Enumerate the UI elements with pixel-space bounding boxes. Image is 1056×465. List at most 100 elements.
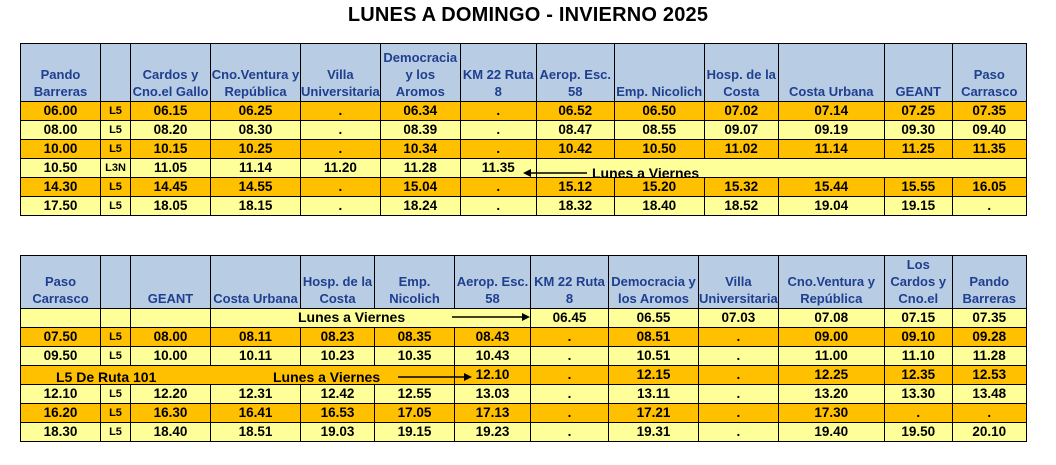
column-header: Paso Carrasco — [951, 43, 1027, 102]
time-cell: 09.50 — [20, 346, 101, 366]
time-cell: 08.55 — [613, 120, 705, 140]
time-cell: 08.23 — [300, 327, 375, 347]
time-cell: . — [530, 346, 609, 366]
time-cell: 07.14 — [777, 101, 885, 121]
route-cell: L5 — [100, 101, 131, 121]
column-header — [100, 43, 131, 102]
schedule-table-return: Paso Carrasco GEANT Costa Urbana Hosp. de l… — [20, 255, 1027, 442]
arrow-left-icon — [523, 167, 587, 179]
time-cell: 10.00 — [130, 346, 211, 366]
time-cell: 13.20 — [777, 384, 885, 404]
time-cell: 18.24 — [379, 196, 461, 216]
time-cell: 07.50 — [20, 327, 101, 347]
time-cell: 18.32 — [535, 196, 615, 216]
time-cell: 11.35 — [951, 139, 1027, 159]
time-cell: 12.10 — [20, 384, 101, 404]
route-cell: L5 — [100, 422, 131, 442]
time-cell: 15.12 — [535, 177, 615, 197]
column-header: Emp. Nicolich — [374, 255, 455, 309]
time-cell: . — [951, 196, 1027, 216]
time-cell: . — [530, 365, 609, 385]
column-header: KM 22 Ruta 8 — [459, 43, 537, 102]
time-cell: 10.50 — [20, 158, 101, 178]
time-cell: 10.25 — [210, 139, 301, 159]
time-cell: . — [698, 384, 779, 404]
table-row: 18.30 L5 18.40 18.51 19.03 19.15 19.23. 19.31. 1… — [20, 422, 1027, 442]
empty-cell — [130, 308, 211, 328]
time-cell: 16.30 — [130, 403, 211, 423]
column-header: KM 22 Ruta 8 — [530, 255, 609, 309]
time-cell: 12.10 — [454, 365, 531, 385]
time-cell: 18.40 — [613, 196, 705, 216]
time-cell: 16.05 — [951, 177, 1027, 197]
time-cell: 15.44 — [777, 177, 885, 197]
table-row: 07.50 L5 08.00 08.11 08.23 08.35 08.43. 08.51. 0… — [20, 327, 1027, 347]
time-cell: 06.15 — [130, 101, 211, 121]
time-cell: 11.25 — [883, 139, 953, 159]
route-cell: L5 — [100, 139, 131, 159]
column-header: Hosp. de la Costa — [300, 255, 375, 309]
time-cell: 09.07 — [703, 120, 779, 140]
time-cell: 18.52 — [703, 196, 779, 216]
route-cell: L5 — [100, 403, 131, 423]
table-row: 06.45 06.55 07.03 07.08 07.15 07.35 — [20, 308, 1027, 328]
time-cell: 10.23 — [300, 346, 375, 366]
table-row: 14.30 L5 14.45 14.55. 15.04. 15.12 15.20 15.32 1… — [20, 177, 1027, 197]
time-cell: 10.51 — [608, 346, 699, 366]
note-cell — [210, 308, 531, 328]
route-cell: L5 — [100, 346, 131, 366]
column-header: GEANT — [883, 43, 953, 102]
table-row: 12.10. 12.15. 12.25 12.35 12.53 — [20, 365, 1027, 385]
time-cell: . — [530, 422, 609, 442]
column-header: Villa Universitaria — [698, 255, 779, 309]
time-cell: 15.32 — [703, 177, 779, 197]
time-cell: 12.53 — [951, 365, 1027, 385]
time-cell: 13.03 — [454, 384, 531, 404]
time-cell: 08.00 — [130, 327, 211, 347]
time-cell: 09.19 — [777, 120, 885, 140]
time-cell: 12.15 — [608, 365, 699, 385]
time-cell: 17.13 — [454, 403, 531, 423]
route-cell: L5 — [100, 196, 131, 216]
time-cell: . — [300, 177, 381, 197]
time-cell: 07.25 — [883, 101, 953, 121]
table-row: 09.50 L5 10.00 10.11 10.23 10.35 10.43. 10.51. 1… — [20, 346, 1027, 366]
time-cell: . — [300, 101, 381, 121]
time-cell: 19.04 — [777, 196, 885, 216]
time-cell: 10.00 — [20, 139, 101, 159]
time-cell: 10.11 — [210, 346, 301, 366]
time-cell: . — [530, 384, 609, 404]
time-cell: . — [698, 422, 779, 442]
empty-cell — [20, 308, 101, 328]
time-cell: 19.40 — [777, 422, 885, 442]
route-cell: L3N — [100, 158, 131, 178]
time-cell: 18.40 — [130, 422, 211, 442]
time-cell: . — [300, 120, 381, 140]
time-cell: 07.03 — [698, 308, 779, 328]
time-cell: 16.41 — [210, 403, 301, 423]
time-cell: 11.05 — [130, 158, 211, 178]
time-cell: . — [951, 403, 1027, 423]
column-header: Los Cardos y Cno.el — [883, 255, 953, 309]
time-cell: 14.55 — [210, 177, 301, 197]
weekday-note-3: Lunes a Viernes — [273, 369, 381, 385]
time-cell: 14.45 — [130, 177, 211, 197]
time-cell: 11.28 — [951, 346, 1027, 366]
time-cell: 16.53 — [300, 403, 375, 423]
schedule-table-outbound: Pando Barreras Cardos y Cno.el Gallo Cno.V… — [20, 43, 1027, 216]
time-cell: . — [698, 403, 779, 423]
route-101-label: L5 De Ruta 101 — [56, 369, 157, 385]
time-cell: 07.15 — [883, 308, 953, 328]
weekday-note-1: Lunes a Viernes — [592, 165, 700, 181]
time-cell: 08.39 — [379, 120, 461, 140]
time-cell: 19.15 — [883, 196, 953, 216]
time-cell: 11.14 — [777, 139, 885, 159]
column-header: Democracia y los Aromos — [608, 255, 699, 309]
time-cell: 15.20 — [613, 177, 705, 197]
column-header: Pando Barreras — [951, 255, 1027, 309]
time-cell: 12.20 — [130, 384, 211, 404]
route-cell: L5 — [100, 120, 131, 140]
time-cell: 18.15 — [210, 196, 301, 216]
column-header: Cno.Ventura y República — [210, 43, 301, 102]
column-header — [100, 255, 131, 309]
